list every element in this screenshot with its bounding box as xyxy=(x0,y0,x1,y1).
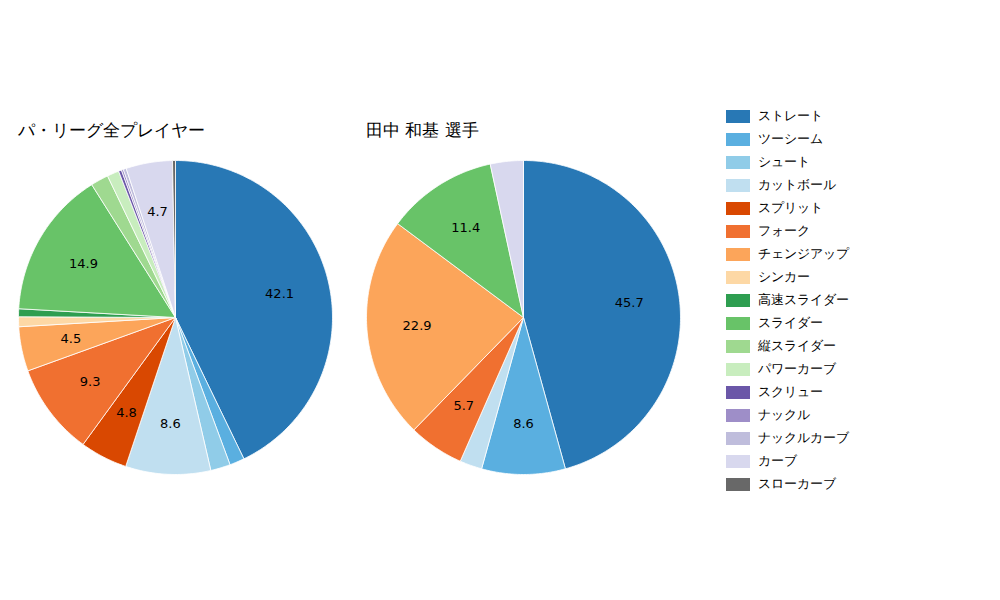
svg-text:42.1: 42.1 xyxy=(265,285,294,300)
html-text:縦スライダー: 縦スライダー xyxy=(758,338,836,353)
svg-text:8.6: 8.6 xyxy=(160,416,181,431)
html-text:ナックルカーブ: ナックルカーブ xyxy=(758,430,849,445)
html-text:スクリュー: スクリュー xyxy=(758,384,823,399)
svg-text:14.9: 14.9 xyxy=(69,255,98,270)
svg-text:11.4: 11.4 xyxy=(451,219,480,234)
svg-text:45.7: 45.7 xyxy=(615,295,644,310)
html-text:チェンジアップ: チェンジアップ xyxy=(758,246,849,261)
html-text:パ・リーグ全プレイヤー: パ・リーグ全プレイヤー xyxy=(18,119,205,140)
html-text:カットボール: カットボール xyxy=(758,177,836,192)
html-text:ストレート: ストレート xyxy=(758,108,823,123)
html-text:ツーシーム: ツーシーム xyxy=(758,131,823,146)
html-text:フォーク: フォーク xyxy=(758,223,810,238)
svg-text:8.6: 8.6 xyxy=(513,416,534,431)
html-text:パワーカーブ: パワーカーブ xyxy=(758,361,836,376)
html-text:スプリット: スプリット xyxy=(758,200,823,215)
html-text:田中 和基 選手: 田中 和基 選手 xyxy=(366,119,479,140)
html-text:シュート: シュート xyxy=(758,154,810,169)
html-text:ナックル: ナックル xyxy=(758,407,810,422)
svg-text:22.9: 22.9 xyxy=(403,318,432,333)
svg-text:4.5: 4.5 xyxy=(61,331,82,346)
html-text:シンカー: シンカー xyxy=(758,269,810,284)
html-text:高速スライダー: 高速スライダー xyxy=(758,292,849,307)
svg-text:5.7: 5.7 xyxy=(453,398,474,413)
html-text:スローカーブ: スローカーブ xyxy=(758,476,836,491)
svg-text:4.8: 4.8 xyxy=(116,404,137,419)
svg-text:9.3: 9.3 xyxy=(80,373,101,388)
svg-text:4.7: 4.7 xyxy=(147,204,168,219)
html-text:スライダー: スライダー xyxy=(758,315,823,330)
html-text:カーブ: カーブ xyxy=(758,453,797,468)
